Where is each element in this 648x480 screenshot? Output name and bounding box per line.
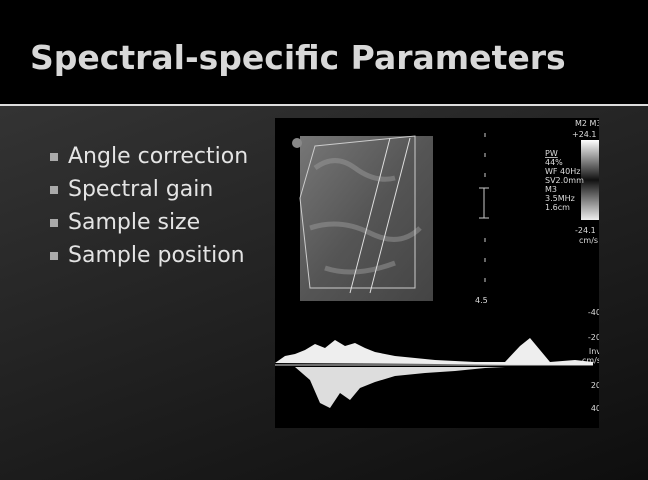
scale-label: 20 bbox=[591, 381, 599, 390]
scale-label: 40 bbox=[591, 404, 599, 413]
setting-label: SV2.0mm bbox=[545, 176, 584, 185]
setting-label: 44% bbox=[545, 158, 563, 167]
bullet: Spectral gain bbox=[50, 173, 248, 206]
bullet-text: Spectral gain bbox=[68, 177, 213, 202]
b-mode-sector bbox=[300, 136, 433, 301]
setting-label: WF 40Hz bbox=[545, 167, 580, 176]
color-bar-header: M2 M3 bbox=[575, 119, 599, 128]
bullet-text: Sample position bbox=[68, 243, 245, 268]
bullet-list: Angle correction Spectral gain Sample si… bbox=[50, 140, 248, 272]
setting-label: M3 bbox=[545, 185, 557, 194]
setting-label: PW bbox=[545, 149, 558, 158]
scale-label: Inv bbox=[589, 347, 599, 356]
setting-label: 3.5MHz bbox=[545, 194, 575, 203]
scale-label: -40 bbox=[588, 308, 599, 317]
bullet: Sample position bbox=[50, 239, 248, 272]
probe-marker bbox=[292, 138, 302, 148]
color-bar-unit: cm/s bbox=[579, 236, 598, 245]
scale-label: -20 bbox=[588, 333, 599, 342]
setting-label: 1.6cm bbox=[545, 203, 570, 212]
color-bar-top: +24.1 bbox=[572, 130, 597, 139]
bullet-text: Angle correction bbox=[68, 144, 248, 169]
slide-title: Spectral-specific Parameters bbox=[30, 38, 566, 77]
color-bar-bottom: -24.1 bbox=[575, 226, 596, 235]
depth-label: 4.5 bbox=[475, 296, 488, 305]
bullet: Angle correction bbox=[50, 140, 248, 173]
bullet-text: Sample size bbox=[68, 210, 200, 235]
slide: Spectral-specific Parameters Angle corre… bbox=[0, 0, 648, 480]
bullet: Sample size bbox=[50, 206, 248, 239]
